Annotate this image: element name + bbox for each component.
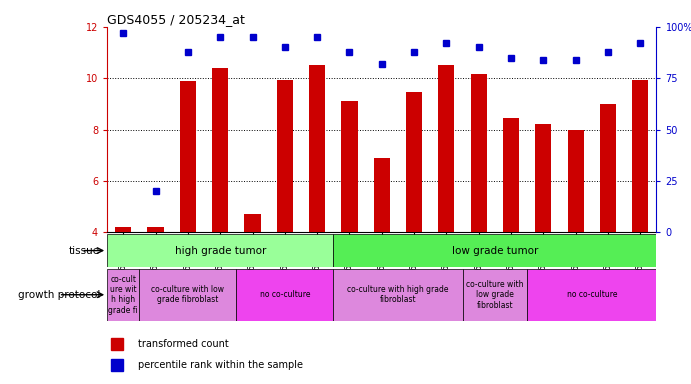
Bar: [341, 101, 357, 232]
Bar: [503, 118, 519, 232]
Bar: [115, 227, 131, 232]
Text: no co-culture: no co-culture: [567, 290, 617, 299]
Bar: [600, 104, 616, 232]
Text: co-culture with
low grade
fibroblast: co-culture with low grade fibroblast: [466, 280, 524, 310]
Bar: [277, 79, 293, 232]
Text: co-culture with high grade
fibroblast: co-culture with high grade fibroblast: [347, 285, 448, 305]
Bar: [180, 81, 196, 232]
Bar: [111, 359, 123, 371]
Text: growth protocol: growth protocol: [18, 290, 100, 300]
Bar: [107, 269, 140, 321]
Bar: [567, 130, 584, 232]
Text: transformed count: transformed count: [138, 339, 229, 349]
Text: tissue: tissue: [69, 245, 100, 256]
Text: percentile rank within the sample: percentile rank within the sample: [138, 360, 303, 370]
Text: co-cult
ure wit
h high
grade fi: co-cult ure wit h high grade fi: [108, 275, 138, 315]
Bar: [333, 234, 656, 267]
Bar: [236, 269, 333, 321]
Bar: [374, 158, 390, 232]
Text: GDS4055 / 205234_at: GDS4055 / 205234_at: [107, 13, 245, 26]
Bar: [140, 269, 236, 321]
Text: low grade tumor: low grade tumor: [452, 245, 538, 256]
Bar: [471, 74, 486, 232]
Text: co-culture with low
grade fibroblast: co-culture with low grade fibroblast: [151, 285, 225, 305]
Text: no co-culture: no co-culture: [260, 290, 310, 299]
Bar: [333, 269, 462, 321]
Bar: [406, 93, 422, 232]
Bar: [438, 65, 455, 232]
Bar: [527, 269, 656, 321]
Bar: [462, 269, 527, 321]
Bar: [212, 68, 228, 232]
Text: high grade tumor: high grade tumor: [175, 245, 266, 256]
Bar: [536, 124, 551, 232]
Bar: [107, 234, 333, 267]
Bar: [309, 65, 325, 232]
Bar: [111, 338, 123, 349]
Bar: [147, 227, 164, 232]
Bar: [632, 79, 648, 232]
Bar: [245, 214, 261, 232]
